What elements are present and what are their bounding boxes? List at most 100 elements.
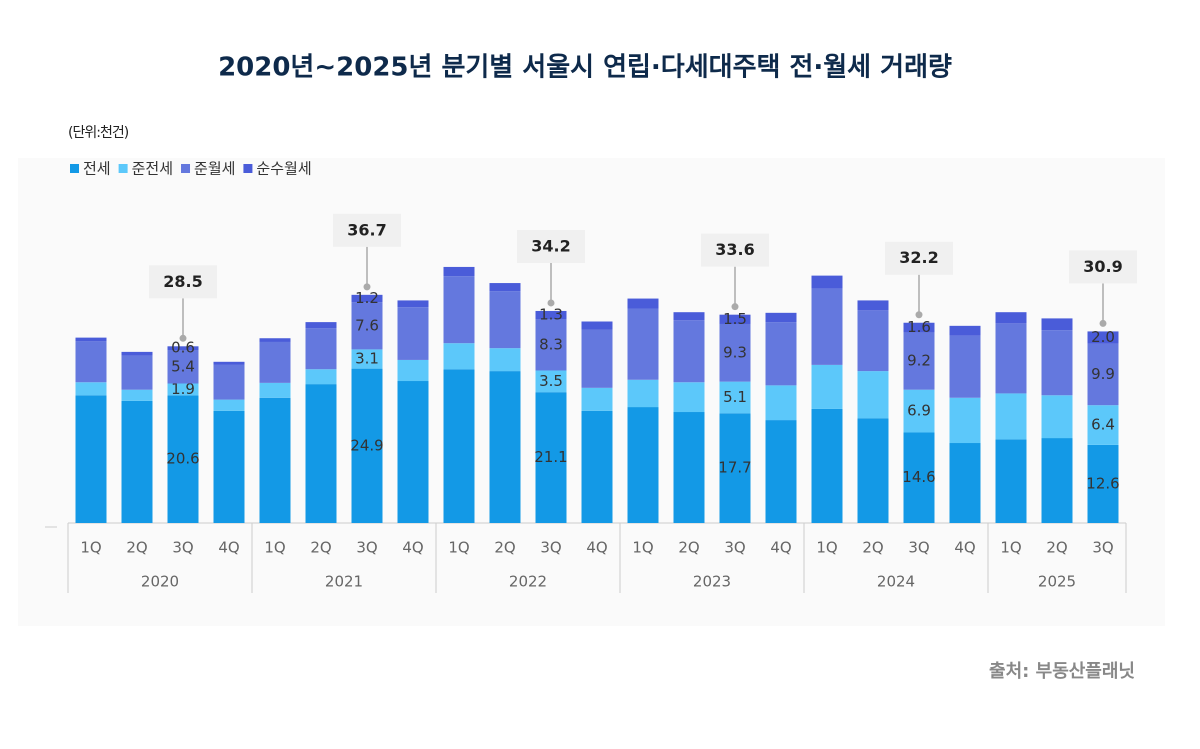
callout-box [149,265,217,299]
bar-segment [397,381,429,523]
value-label: 20.6 [166,450,199,468]
legend-label: 준월세 [194,160,235,178]
callout-box [517,229,585,263]
bar-segment [259,382,291,398]
value-label: 1.2 [355,289,379,307]
value-label: 8.3 [539,335,563,353]
unit-label: (단위:천건) [68,125,129,141]
x-tick-label: 1Q [632,539,653,557]
bar-segment [489,348,521,372]
total-label: 30.9 [1083,257,1122,276]
bar-segment [1087,444,1119,523]
source: 출처: 부동산플래닛 [989,661,1135,682]
legend-label: 순수월세 [256,160,311,178]
total-label: 33.6 [715,240,754,259]
bar-segment [167,395,199,523]
bar-segment [581,329,613,388]
bar-segment [811,275,843,289]
bar-segment [995,393,1027,440]
bar-segment [673,320,705,383]
x-tick-label: 4Q [770,539,791,557]
bar-segment [397,307,429,360]
bar-segment [75,382,107,396]
bar-segment [121,351,153,356]
total-label: 32.2 [899,248,938,267]
x-tick-label: 4Q [954,539,975,557]
value-label: 9.3 [723,343,747,361]
callout-box [333,213,401,247]
bar-segment [75,341,107,383]
value-label: 14.6 [902,468,935,486]
bar-segment [811,364,843,409]
value-label: 17.7 [718,459,751,477]
total-label: 36.7 [347,220,386,239]
callout-box [1069,250,1137,284]
x-group-label: 2020 [141,573,179,591]
value-label: 21.1 [534,448,567,466]
x-tick-label: 3Q [908,539,929,557]
x-tick-label: 1Q [448,539,469,557]
bar-segment [535,370,567,393]
bar-segment [213,410,245,523]
bar-segment [903,432,935,523]
value-label: 24.9 [350,436,383,454]
bar-segment [719,381,751,414]
bar-segment [949,397,981,444]
bar-segment [995,323,1027,394]
callout-dot [915,311,923,319]
bar-segment [811,408,843,523]
x-tick-label: 3Q [1092,539,1113,557]
bar-segment [903,389,935,433]
legend-label: 전세 [83,160,111,178]
bar-segment [1041,330,1073,396]
value-label: 2.0 [1091,328,1115,346]
value-label: 9.9 [1091,365,1115,383]
value-label: 1.6 [907,318,931,336]
bar-segment [121,400,153,523]
x-tick-label: 2Q [678,539,699,557]
bar-segment [627,298,659,309]
bar-segment [949,443,981,523]
value-label: 0.6 [171,339,195,357]
x-tick-label: 2Q [862,539,883,557]
value-label: 9.2 [907,352,931,370]
callout-dot [179,334,187,342]
bar-segment [903,332,935,390]
bar-segment [1087,405,1119,445]
x-tick-label: 3Q [724,539,745,557]
bar-segment [167,346,199,351]
bar-segment [949,325,981,336]
bar-segment [213,399,245,411]
x-tick-label: 3Q [540,539,561,557]
bar-segment [857,418,889,523]
x-tick-label: 4Q [402,539,423,557]
value-label: 12.6 [1086,474,1119,492]
bar-segment [167,350,199,384]
bar-segment [765,322,797,386]
bar-segment [765,312,797,323]
bar-segment [1087,331,1119,344]
x-tick-label: 4Q [218,539,239,557]
bar-segment [857,371,889,419]
callout-box [885,241,953,275]
bar-segment [673,412,705,523]
x-tick-label: 1Q [816,539,837,557]
bar-segment [581,410,613,523]
bar-segment [397,359,429,382]
bar-segment [857,310,889,372]
bar-segment [489,283,521,292]
bar-segment [581,321,613,330]
bar-segment [259,341,291,383]
bar-segment [995,312,1027,324]
bar-segment [535,392,567,523]
bar-segment [305,322,337,329]
bar-segment [765,385,797,421]
bar-segment [213,364,245,400]
legend-swatch [181,164,191,173]
bar-segment [811,288,843,365]
bar-segment [305,369,337,385]
bar-segment [121,355,153,390]
value-label: 1.9 [171,380,195,398]
legend: 전세 준전세 준월세 순수월세 [70,160,312,178]
